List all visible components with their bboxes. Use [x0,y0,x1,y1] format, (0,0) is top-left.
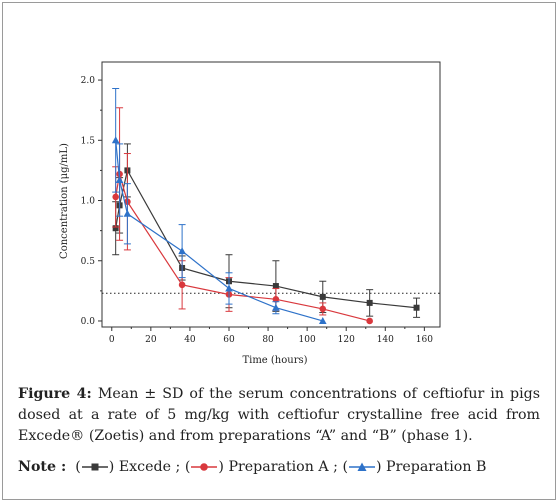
point-preparation-b [178,247,186,255]
point-excede [319,293,326,300]
point-preparation-a [112,193,119,201]
legend-label-preparation-a: Preparation A [228,459,329,475]
point-preparation-a [272,295,280,303]
legend-symbol-excede [81,463,108,471]
plot-frame [101,61,441,328]
legend-symbol-preparation-a [191,463,218,471]
point-excede [366,299,373,306]
caption-text: Mean ± SD of the serum concentrations of… [18,386,541,444]
point-excede [112,225,119,232]
point-preparation-a [178,281,186,289]
legend-label-preparation-b: Preparation B [386,459,487,475]
figure-frame [2,2,556,500]
figure-caption: Figure 4: Mean ± SD of the serum concent… [18,384,540,447]
series-line-excede [115,168,417,309]
point-excede [272,283,279,290]
note-label: Note : [18,459,67,475]
series-line-preparation-a [115,173,370,322]
legend-label-excede: Excede [118,459,172,475]
legend-sep: ; [171,459,181,475]
point-preparation-b [115,176,124,184]
y-tick-label: 1.5 [81,136,96,146]
point-preparation-b [318,316,327,324]
point-preparation-b [272,303,280,311]
x-tick-label: 20 [145,335,157,345]
y-tick-label: 1.0 [81,197,96,207]
x-tick-label: 100 [299,335,316,345]
x-tick-label: 160 [416,335,433,345]
figure-label: Figure 4: [18,386,92,402]
x-tick-label: 80 [262,335,274,345]
point-preparation-a [366,317,373,325]
legend-sep: ; [328,459,338,475]
point-excede [413,304,420,311]
y-tick-label: 2.0 [81,76,96,86]
point-preparation-b [225,284,233,292]
point-preparation-a [319,305,327,313]
legend-note: Note : () Excede ; () Preparation A ; ()… [18,459,487,475]
x-tick-label: 140 [377,335,394,345]
x-tick-label: 60 [223,335,235,345]
x-tick-label: 120 [338,335,355,345]
y-tick-label: 0.5 [81,257,96,267]
legend-symbol-preparation-b [348,462,375,471]
point-preparation-b [111,136,120,144]
x-tick-label: 0 [109,335,115,345]
y-tick-label: 0.0 [81,317,96,327]
x-axis-title: Time (hours) [242,355,307,366]
point-preparation-b [123,209,132,217]
chart: 0 20 40 60 80 100 120 140 160 0.0 0.5 1.0 1.5 2.0 Tim… [59,61,441,366]
y-axis-title: Concentration (μg/mL) [59,143,70,259]
x-tick-label: 40 [184,335,196,345]
